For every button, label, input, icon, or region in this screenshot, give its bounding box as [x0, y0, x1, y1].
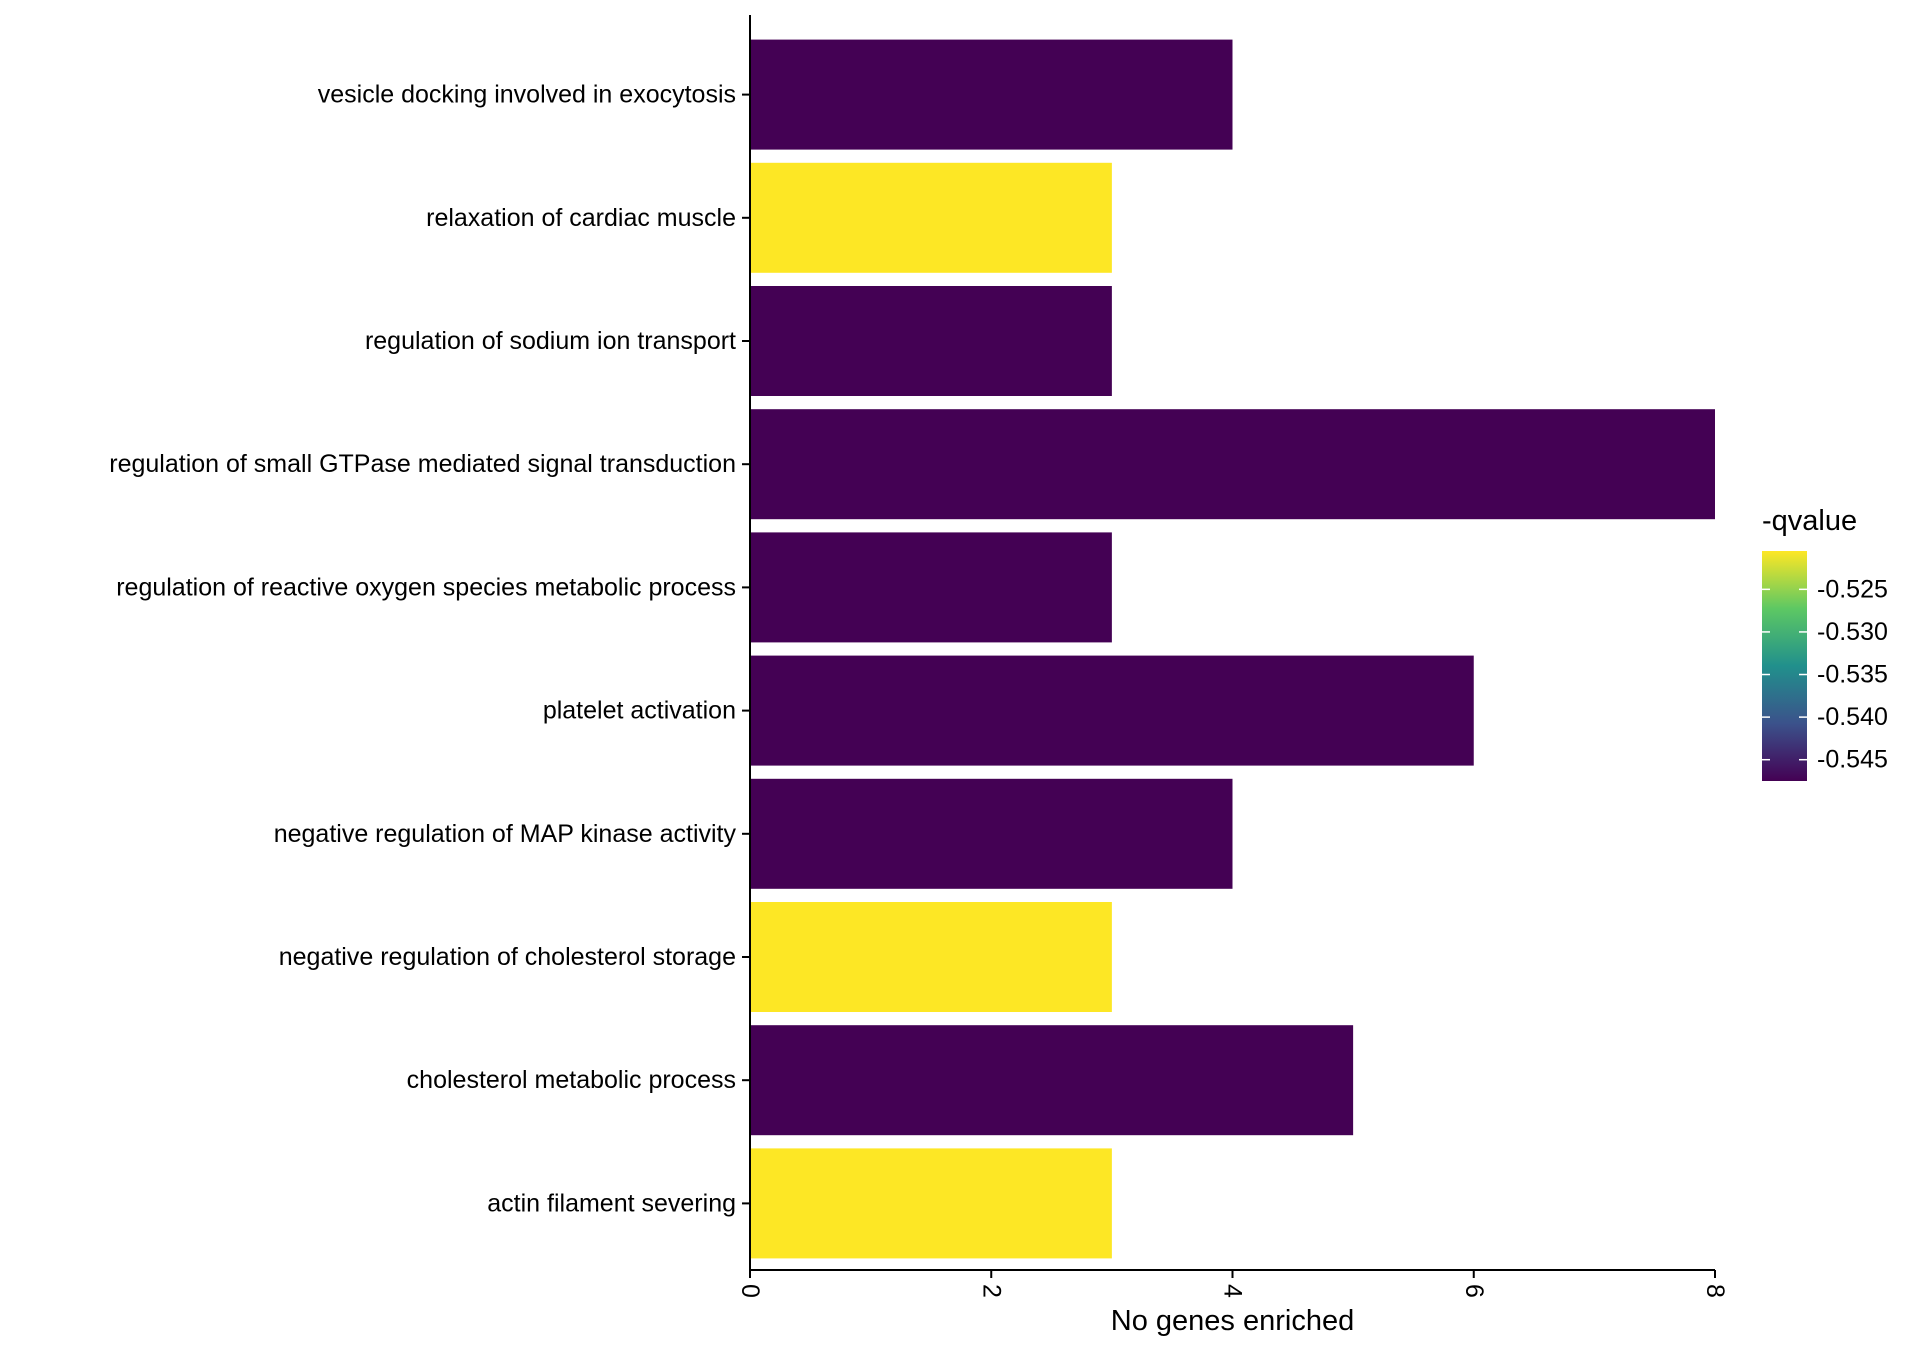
- legend-tick-label: -0.540: [1817, 703, 1888, 731]
- x-axis-title: No genes enriched: [1111, 1305, 1354, 1337]
- x-tick-label: 6: [1460, 1284, 1488, 1298]
- x-tick-label: 0: [736, 1284, 764, 1298]
- bar: [750, 162, 1112, 273]
- bar: [750, 409, 1715, 520]
- y-ticks-layer: vesicle docking involved in exocytosis re…: [109, 81, 750, 1217]
- y-tick-label: regulation of sodium ion transport: [365, 327, 736, 355]
- legend-tick-label: -0.535: [1817, 661, 1888, 689]
- y-tick-label: cholesterol metabolic process: [407, 1066, 736, 1094]
- x-tick-label: 8: [1701, 1284, 1729, 1298]
- bar: [750, 778, 1233, 889]
- legend-ticks: -0.525 -0.530 -0.535 -0.540 -0.545: [1762, 575, 1888, 774]
- bars-layer: [750, 39, 1715, 1259]
- bar: [750, 1148, 1112, 1259]
- legend-colorbar: [1762, 551, 1807, 781]
- legend: -qvalue -0.525 -0.530 -0.535 -0.540 -0.545: [1762, 505, 1888, 781]
- x-tick-label: 2: [977, 1284, 1005, 1298]
- bar: [750, 1025, 1354, 1136]
- y-tick-label: negative regulation of cholesterol stora…: [279, 943, 736, 971]
- y-tick-label: negative regulation of MAP kinase activi…: [274, 820, 737, 848]
- legend-tick-label: -0.525: [1817, 575, 1888, 603]
- bar: [750, 532, 1112, 643]
- x-ticks-layer: 0 2 4 6 8: [736, 1270, 1729, 1298]
- x-tick-label: 4: [1219, 1284, 1247, 1298]
- y-tick-label: vesicle docking involved in exocytosis: [318, 81, 736, 109]
- y-tick-label: regulation of reactive oxygen species me…: [116, 573, 736, 601]
- y-tick-label: actin filament severing: [487, 1189, 736, 1217]
- y-tick-label: relaxation of cardiac muscle: [426, 204, 736, 232]
- y-tick-label: regulation of small GTPase mediated sign…: [109, 450, 736, 478]
- bar: [750, 286, 1112, 396]
- bar: [750, 655, 1474, 766]
- legend-tick-label: -0.530: [1817, 618, 1888, 646]
- bar: [750, 39, 1233, 150]
- legend-title: -qvalue: [1762, 505, 1857, 537]
- bar: [750, 902, 1112, 1012]
- y-tick-label: platelet activation: [543, 697, 736, 725]
- legend-tick-label: -0.545: [1817, 746, 1888, 774]
